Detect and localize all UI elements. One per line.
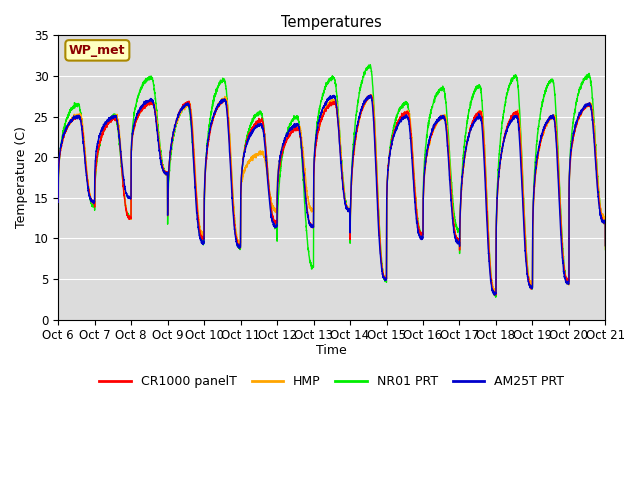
NR01 PRT [366, 62, 374, 68]
HMP [153, 115, 161, 120]
Text: WP_met: WP_met [69, 44, 125, 57]
AM25T PRT [491, 292, 499, 298]
Line: CR1000 panelT: CR1000 panelT [58, 95, 605, 295]
AM25T PRT [601, 219, 609, 225]
HMP [454, 237, 462, 243]
X-axis label: Time: Time [316, 344, 347, 357]
HMP [424, 144, 432, 150]
NR01 PRT [602, 247, 609, 252]
HMP [54, 199, 62, 205]
AM25T PRT [454, 239, 462, 245]
AM25T PRT [312, 141, 319, 146]
Line: HMP: HMP [58, 96, 605, 293]
NR01 PRT [454, 227, 462, 232]
CR1000 panelT [492, 292, 500, 298]
CR1000 panelT [486, 256, 493, 262]
NR01 PRT [312, 141, 319, 146]
Title: Temperatures: Temperatures [282, 15, 382, 30]
HMP [486, 249, 493, 255]
CR1000 panelT [367, 92, 374, 98]
NR01 PRT [424, 124, 432, 130]
AM25T PRT [367, 92, 374, 98]
CR1000 panelT [312, 147, 319, 153]
NR01 PRT [486, 252, 493, 257]
AM25T PRT [153, 122, 161, 128]
AM25T PRT [486, 264, 493, 270]
CR1000 panelT [602, 243, 609, 249]
Legend: CR1000 panelT, HMP, NR01 PRT, AM25T PRT: CR1000 panelT, HMP, NR01 PRT, AM25T PRT [95, 370, 569, 393]
Line: AM25T PRT: AM25T PRT [58, 95, 605, 295]
NR01 PRT [153, 108, 161, 113]
AM25T PRT [54, 200, 62, 205]
HMP [602, 246, 609, 252]
HMP [312, 147, 319, 153]
HMP [601, 215, 609, 221]
AM25T PRT [602, 243, 609, 249]
CR1000 panelT [601, 219, 609, 225]
Y-axis label: Temperature (C): Temperature (C) [15, 127, 28, 228]
Line: NR01 PRT: NR01 PRT [58, 65, 605, 297]
HMP [367, 93, 374, 98]
NR01 PRT [601, 220, 609, 226]
CR1000 panelT [424, 143, 432, 149]
AM25T PRT [424, 143, 432, 149]
HMP [492, 290, 499, 296]
CR1000 panelT [153, 120, 161, 126]
NR01 PRT [492, 294, 500, 300]
CR1000 panelT [54, 198, 62, 204]
CR1000 panelT [454, 236, 462, 241]
NR01 PRT [54, 204, 62, 209]
